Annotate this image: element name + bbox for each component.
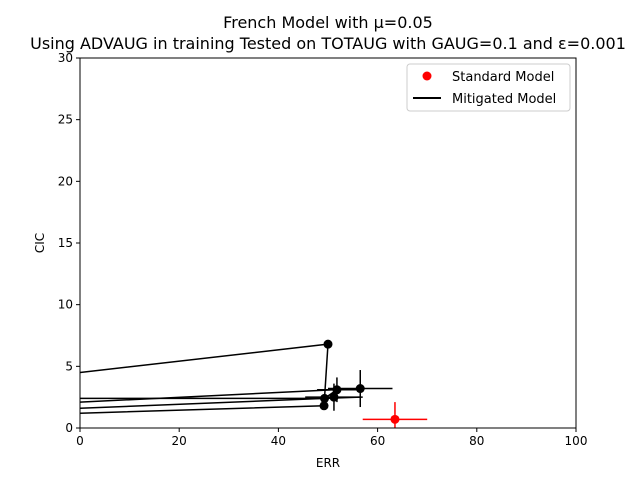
mitigated-series-line — [80, 343, 329, 414]
mitigated-series-line — [80, 397, 325, 410]
mitigated-data-point — [320, 393, 330, 403]
y-tick-label: 10 — [58, 298, 73, 312]
mitigated-data-point — [355, 384, 365, 394]
x-tick-label: 100 — [565, 434, 588, 448]
y-tick-label: 30 — [58, 51, 73, 65]
y-tick-label: 25 — [58, 113, 73, 127]
x-axis-ticks: 0 20 40 60 80 100 — [76, 428, 587, 448]
mitigated-series-line — [80, 387, 361, 403]
legend-box — [406, 63, 571, 112]
plot-area — [80, 339, 428, 428]
mitigated-data-point — [323, 339, 333, 349]
chart-title-line2: Using ADVAUG in training Tested on TOTAU… — [30, 34, 626, 53]
mitigated-data-point — [329, 392, 339, 402]
x-tick-label: 80 — [469, 434, 484, 448]
legend-standard-marker — [422, 71, 432, 81]
legend-mitigated-label: Mitigated Model — [452, 92, 556, 107]
y-tick-label: 15 — [58, 236, 73, 250]
legend: Standard Model Mitigated Model — [406, 63, 571, 112]
y-axis-label: CIC — [33, 233, 47, 253]
y-tick-label: 20 — [58, 174, 73, 188]
x-tick-label: 20 — [172, 434, 187, 448]
mitigated-data-point — [319, 401, 329, 411]
x-tick-label: 0 — [76, 434, 84, 448]
y-tick-label: 0 — [65, 421, 73, 435]
y-tick-label: 5 — [65, 359, 73, 373]
chart-title-line1: French Model with μ=0.05 — [223, 13, 433, 32]
x-axis-label: ERR — [316, 456, 340, 470]
legend-standard-label: Standard Model — [452, 70, 554, 85]
mitigated-data-point — [332, 385, 342, 395]
x-tick-label: 60 — [370, 434, 385, 448]
standard-data-point — [390, 414, 400, 424]
x-tick-label: 40 — [271, 434, 286, 448]
y-axis-ticks: 0 5 10 15 20 25 30 — [58, 51, 80, 435]
